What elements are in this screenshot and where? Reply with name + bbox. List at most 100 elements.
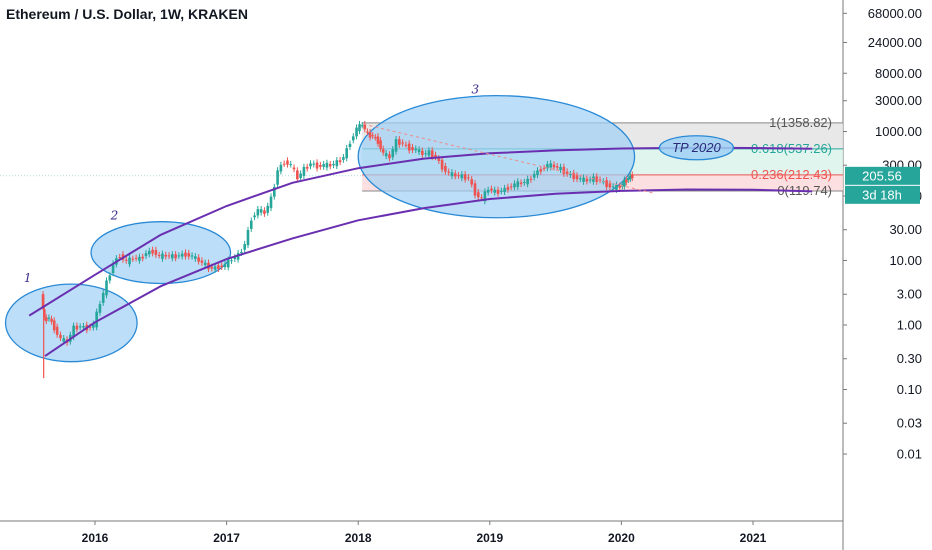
x-tick-label: 2019: [476, 531, 503, 545]
candle-body: [41, 294, 45, 308]
candle-body: [366, 131, 369, 133]
candle-body: [450, 172, 454, 177]
candle-body: [414, 148, 418, 151]
candle-body: [384, 153, 388, 157]
candle-body: [263, 210, 266, 214]
candle-body: [299, 173, 302, 179]
candle-body: [379, 140, 382, 149]
candle-body: [108, 275, 112, 281]
candle-body: [309, 163, 312, 167]
candle-body: [184, 252, 187, 257]
candles: [41, 120, 634, 379]
candle-body: [190, 255, 194, 257]
y-tick-label: 3000.00: [875, 93, 922, 108]
candle-body: [345, 148, 348, 159]
wave-label: 1: [24, 271, 32, 285]
candle-body: [467, 177, 470, 179]
candle-body: [312, 163, 316, 165]
candle-body: [88, 326, 92, 328]
candle-body: [424, 153, 427, 155]
candle-body: [210, 266, 214, 269]
candle-body: [539, 169, 543, 172]
candle-body: [319, 165, 322, 167]
candle-body: [289, 164, 293, 166]
candle-body: [138, 256, 141, 261]
candle-body: [273, 186, 276, 197]
wave-ellipse-3: [357, 94, 636, 219]
y-tick-label: 30.00: [889, 222, 922, 237]
candle-body: [43, 309, 46, 318]
candle-body: [305, 166, 309, 169]
fib-level-label: 1(1358.82): [769, 115, 832, 130]
y-tick-label: 10.00: [889, 253, 922, 268]
candle-body: [249, 220, 253, 229]
candle-body: [131, 258, 135, 260]
candle-body: [496, 189, 500, 194]
candle-body: [407, 143, 411, 151]
candle-body: [434, 154, 437, 158]
candle-body: [315, 162, 319, 169]
candle-body: [463, 174, 467, 180]
candle-body: [47, 317, 51, 319]
candle-body: [473, 183, 477, 196]
candle-body: [569, 174, 572, 176]
y-tick-label: 0.30: [897, 351, 922, 366]
candle-body: [360, 125, 364, 127]
candle-body: [503, 188, 506, 193]
candle-body: [404, 144, 408, 146]
candle-body: [167, 255, 171, 257]
price-tag-text: 205.56: [862, 168, 902, 183]
candle-body: [363, 124, 367, 130]
candle-body: [322, 164, 325, 167]
candle-body: [246, 230, 250, 246]
candle-body: [575, 175, 579, 180]
candle-body: [328, 164, 332, 167]
y-tick-label: 1000.00: [875, 124, 922, 139]
candle-body: [608, 183, 612, 188]
candle-body: [578, 178, 582, 180]
candle-body: [513, 183, 516, 188]
candle-body: [532, 173, 536, 178]
candle-body: [223, 263, 227, 268]
candle-body: [276, 170, 279, 185]
candle-body: [240, 252, 243, 254]
candle-body: [618, 185, 622, 188]
candle-body: [480, 197, 483, 199]
candle-body: [523, 181, 526, 183]
candle-body: [483, 191, 487, 202]
candle-body: [164, 254, 168, 257]
candle-body: [595, 176, 599, 182]
candle-body: [627, 178, 630, 180]
candle-body: [562, 166, 566, 174]
y-tick-label: 3.00: [897, 287, 922, 302]
y-tick-label: 0.01: [897, 447, 922, 462]
candle-body: [549, 163, 552, 168]
candle-body: [536, 170, 539, 176]
candle-body: [197, 257, 200, 262]
candle-body: [598, 179, 602, 181]
candle-body: [460, 174, 464, 179]
x-tick-label: 2018: [345, 531, 372, 545]
candle-body: [559, 166, 562, 171]
candle-body: [332, 163, 335, 166]
y-tick-label: 1.00: [897, 318, 922, 333]
candle-body: [368, 132, 372, 138]
candle-body: [509, 186, 513, 188]
candle-body: [444, 165, 447, 172]
candle-body: [75, 325, 79, 330]
candle-body: [391, 149, 395, 158]
candle-body: [220, 265, 223, 268]
chart-title: Ethereum / U.S. Dollar, 1W, KRAKEN: [6, 6, 248, 22]
x-tick-label: 2021: [740, 531, 767, 545]
candle-body: [529, 178, 533, 180]
wave-label: 2: [110, 209, 119, 223]
candle-body: [45, 317, 48, 322]
candle-body: [256, 209, 260, 216]
candle-body: [358, 124, 361, 132]
candle-body: [542, 168, 546, 170]
candle-body: [493, 189, 497, 193]
candle-body: [141, 256, 145, 259]
y-tick-label: 8000.00: [875, 66, 922, 81]
